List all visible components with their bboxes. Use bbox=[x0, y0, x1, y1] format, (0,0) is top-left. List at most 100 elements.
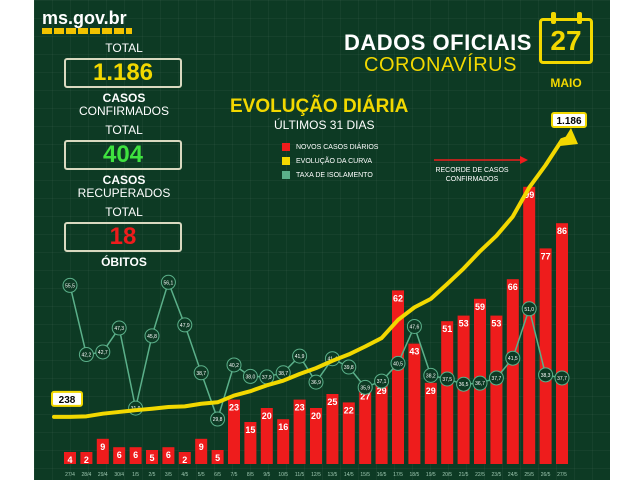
isolation-point bbox=[111, 320, 127, 336]
infographic-poster: ms.gov.br TOTAL 1.186 CASOS CONFIRMADOS … bbox=[34, 0, 610, 480]
isolation-value-label: 45,8 bbox=[147, 334, 157, 340]
isolation-value-label: 37,7 bbox=[557, 376, 567, 382]
x-tick-label: 4/5 bbox=[181, 472, 188, 478]
isolation-value-label: 29,8 bbox=[213, 417, 223, 423]
curve-end-label: 1.186 bbox=[556, 116, 581, 127]
isolation-point bbox=[423, 367, 439, 383]
isolation-point bbox=[210, 411, 226, 427]
recovered-label: RECUPERADOS bbox=[77, 186, 171, 200]
site-underline bbox=[42, 28, 132, 34]
bar-value-label: 15 bbox=[245, 425, 255, 435]
bar-value-label: 6 bbox=[117, 450, 122, 460]
record-arrow-icon bbox=[520, 156, 528, 164]
bar-value-label: 53 bbox=[459, 319, 469, 329]
x-tick-label: 25/5 bbox=[524, 472, 534, 478]
x-tick-label: 8/5 bbox=[247, 472, 254, 478]
isolation-value-label: 47,9 bbox=[180, 323, 190, 329]
curve-end-badge bbox=[551, 112, 587, 128]
bar-value-label: 27 bbox=[360, 391, 370, 401]
bar-value-label: 2 bbox=[182, 455, 187, 465]
x-tick-label: 3/5 bbox=[165, 472, 172, 478]
isolation-point bbox=[456, 376, 472, 392]
x-tick-label: 9/5 bbox=[263, 472, 270, 478]
x-tick-label: 26/5 bbox=[541, 472, 551, 478]
x-tick-label: 2/5 bbox=[149, 472, 156, 478]
chart-title: EVOLUÇÃO DIÁRIA bbox=[230, 96, 409, 117]
bar bbox=[211, 450, 224, 464]
bar bbox=[162, 447, 175, 464]
bar bbox=[408, 343, 421, 464]
bar bbox=[424, 382, 437, 464]
isolation-point bbox=[488, 370, 504, 386]
bar-value-label: 77 bbox=[541, 251, 551, 261]
bar-value-label: 99 bbox=[524, 190, 534, 200]
chart-legend: NOVOS CASOS DIÁRIOS EVOLUÇÃO DA CURVA TA… bbox=[282, 140, 378, 182]
bar-value-label: 62 bbox=[393, 293, 403, 303]
isolation-point bbox=[406, 318, 422, 334]
isolation-value-label: 37,9 bbox=[262, 375, 272, 381]
x-tick-label: 7/5 bbox=[231, 472, 238, 478]
deaths-value: 18 bbox=[64, 222, 182, 252]
isolation-value-label: 42,2 bbox=[82, 353, 92, 359]
bar-value-label: 25 bbox=[327, 397, 337, 407]
bar bbox=[195, 438, 208, 464]
isolation-point bbox=[226, 357, 242, 373]
calendar-icon: 27 bbox=[539, 18, 593, 64]
bar bbox=[228, 399, 240, 464]
isolation-value-label: 47,6 bbox=[410, 324, 420, 330]
isolation-point bbox=[242, 368, 258, 384]
isolation-point bbox=[144, 328, 160, 344]
bar-value-label: 51 bbox=[442, 324, 452, 334]
isolation-value-label: 38,7 bbox=[278, 371, 288, 377]
x-tick-label: 16/5 bbox=[377, 472, 387, 478]
bar-value-label: 2 bbox=[84, 455, 89, 465]
bar-value-label: 23 bbox=[295, 403, 305, 413]
isolation-value-label: 36,5 bbox=[459, 382, 469, 388]
isolation-point bbox=[292, 348, 308, 364]
legend-item-curve: EVOLUÇÃO DA CURVA bbox=[282, 154, 378, 168]
bar-value-label: 6 bbox=[133, 450, 138, 460]
isolation-value-label: 36,7 bbox=[475, 381, 485, 387]
isolation-value-label: 41,5 bbox=[508, 356, 518, 362]
bar-value-label: 53 bbox=[491, 319, 501, 329]
bar-value-label: 23 bbox=[229, 403, 239, 413]
bar bbox=[129, 447, 142, 464]
header-title: DADOS OFICIAIS bbox=[344, 30, 532, 55]
bar-value-label: 4 bbox=[67, 455, 72, 465]
bar-value-label: 9 bbox=[100, 442, 105, 452]
confirmed-label: CONFIRMADOS bbox=[79, 104, 169, 118]
x-tick-label: 6/5 bbox=[214, 472, 221, 478]
curve-start-badge bbox=[51, 390, 83, 407]
x-tick-label: 30/4 bbox=[114, 472, 124, 478]
x-tick-label: 15/5 bbox=[360, 472, 370, 478]
x-tick-label: 24/5 bbox=[508, 472, 518, 478]
calendar-day: 27 bbox=[550, 25, 582, 56]
header-subtitle: CORONAVÍRUS bbox=[364, 54, 517, 76]
confirmed-value: 1.186 bbox=[64, 58, 182, 88]
isolation-line bbox=[69, 279, 563, 422]
deaths-label-bold: ÓBITOS bbox=[101, 255, 147, 269]
isolation-point bbox=[390, 355, 406, 371]
bar bbox=[523, 186, 536, 465]
bar bbox=[359, 388, 372, 464]
bar-value-label: 9 bbox=[199, 442, 204, 452]
x-tick-label: 11/5 bbox=[295, 472, 305, 478]
x-tick-label: 27/5 bbox=[557, 472, 567, 478]
isolation-value-label: 39,8 bbox=[344, 365, 354, 371]
evolution-curve bbox=[52, 136, 570, 419]
bar bbox=[146, 450, 158, 464]
isolation-point bbox=[308, 374, 324, 390]
isolation-value-label: 37,7 bbox=[492, 376, 502, 382]
bar-value-label: 5 bbox=[149, 453, 154, 463]
x-tick-label: 13/5 bbox=[328, 472, 338, 478]
isolation-value-label: 35,9 bbox=[360, 385, 370, 391]
isolation-point bbox=[538, 367, 554, 383]
confirmed-total-label: TOTAL bbox=[105, 41, 143, 55]
x-tick-label: 5/5 bbox=[198, 472, 205, 478]
chart-plot: 4 296 6 5 6 295231520162320252227296243295153… bbox=[51, 112, 587, 478]
legend-swatch-red bbox=[282, 143, 290, 151]
isolation-value-label: 38,3 bbox=[541, 373, 551, 379]
bar bbox=[293, 399, 306, 464]
x-tick-label: 12/5 bbox=[311, 472, 321, 478]
bar-value-label: 43 bbox=[409, 347, 419, 357]
